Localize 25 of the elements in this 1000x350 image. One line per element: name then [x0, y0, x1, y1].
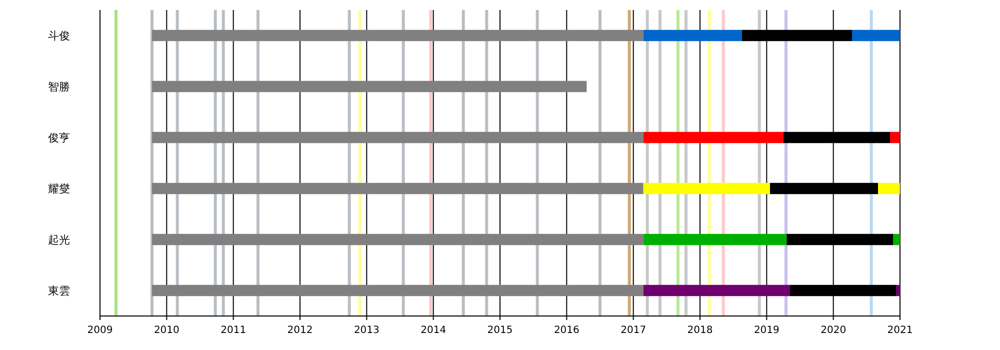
x-tick-label: 2015	[487, 325, 513, 336]
x-tick-label: 2018	[687, 325, 713, 336]
x-tick-label: 2019	[754, 325, 780, 336]
x-tick-label: 2016	[554, 325, 580, 336]
bar	[152, 182, 644, 194]
y-tick-label: 耀燮	[48, 182, 70, 196]
y-tick-label: 智勝	[48, 80, 70, 94]
x-tick-label: 2017	[620, 325, 646, 336]
x-tick-label: 2010	[154, 325, 180, 336]
x-tick-label: 2012	[287, 325, 313, 336]
y-tick-label: 東雲	[48, 284, 70, 298]
bar	[152, 80, 587, 92]
x-tick-label: 2020	[820, 325, 846, 336]
x-tick-label: 2021	[887, 325, 913, 336]
x-tick-label: 2011	[220, 325, 246, 336]
bar	[152, 284, 644, 296]
x-tick-label: 2009	[87, 325, 113, 336]
x-tick-label: 2014	[420, 325, 446, 336]
y-tick-label: 起光	[48, 233, 70, 246]
bar	[152, 234, 644, 246]
bar	[152, 132, 644, 144]
bar	[152, 30, 644, 42]
y-tick-label: 斗俊	[48, 29, 70, 42]
x-tick-label: 2013	[354, 325, 380, 336]
y-tick-label: 俊亨	[48, 131, 70, 144]
